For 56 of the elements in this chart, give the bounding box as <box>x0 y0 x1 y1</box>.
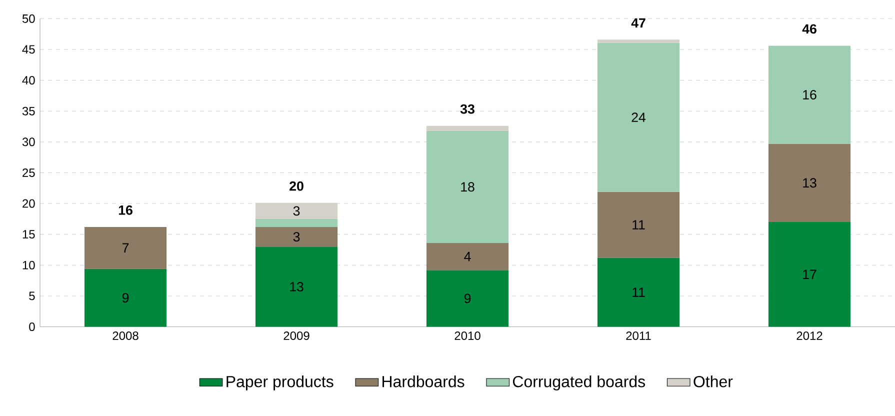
y-tick-label: 20 <box>22 199 35 208</box>
data-label: 3 <box>293 206 300 216</box>
x-tick-label: 2011 <box>626 331 651 340</box>
data-label: 4 <box>464 252 471 262</box>
data-label: 11 <box>632 288 645 297</box>
data-label: 11 <box>632 220 645 230</box>
data-label: 3 <box>293 232 300 242</box>
data-label: 24 <box>632 112 646 122</box>
y-tick-label: 5 <box>29 292 35 300</box>
bar <box>597 40 680 43</box>
x-tick-label: 2008 <box>112 331 138 340</box>
x-tick-label: 2009 <box>284 331 310 340</box>
bar <box>597 192 680 258</box>
bar <box>597 42 680 192</box>
data-label: 17 <box>803 270 816 279</box>
bar <box>84 268 167 327</box>
data-label: 13 <box>290 282 304 292</box>
bar <box>255 246 338 327</box>
data-label: 13 <box>803 178 816 188</box>
y-tick-label: 10 <box>22 260 35 270</box>
data-label: 18 <box>461 182 474 192</box>
legend-label: Other <box>694 375 733 388</box>
legend-label: Hardboards <box>382 375 464 388</box>
x-tick-label: 2010 <box>454 331 480 340</box>
bar <box>426 130 509 243</box>
bar <box>255 226 338 247</box>
total-label: 46 <box>802 24 816 34</box>
bar <box>426 126 509 131</box>
total-label: 16 <box>118 205 132 215</box>
bar <box>597 258 680 327</box>
legend-label: Paper products <box>226 375 334 390</box>
y-tick-label: 35 <box>22 106 35 116</box>
data-label: 16 <box>803 90 816 100</box>
bar <box>768 144 851 222</box>
y-tick-label: 15 <box>22 230 35 238</box>
y-tick-label: 25 <box>22 168 35 177</box>
y-tick-label: 30 <box>22 138 35 146</box>
bar <box>768 46 851 144</box>
y-tick-label: 0 <box>29 322 35 331</box>
bar <box>768 222 851 327</box>
y-tick-label: 45 <box>22 45 35 54</box>
bar <box>255 218 338 227</box>
data-label: 9 <box>464 294 471 304</box>
total-label: 20 <box>290 181 304 191</box>
x-tick-label: 2012 <box>796 331 822 340</box>
y-tick-label: 40 <box>22 76 35 84</box>
data-label: 9 <box>122 293 129 302</box>
y-tick-label: 50 <box>22 14 35 23</box>
bar <box>426 270 509 327</box>
data-label: 7 <box>122 243 129 252</box>
bar <box>426 242 509 270</box>
legend-label: Corrugated boards <box>512 375 646 390</box>
total-label: 33 <box>460 104 474 114</box>
bar <box>84 226 167 269</box>
bar <box>255 202 338 219</box>
total-label: 47 <box>631 18 646 28</box>
